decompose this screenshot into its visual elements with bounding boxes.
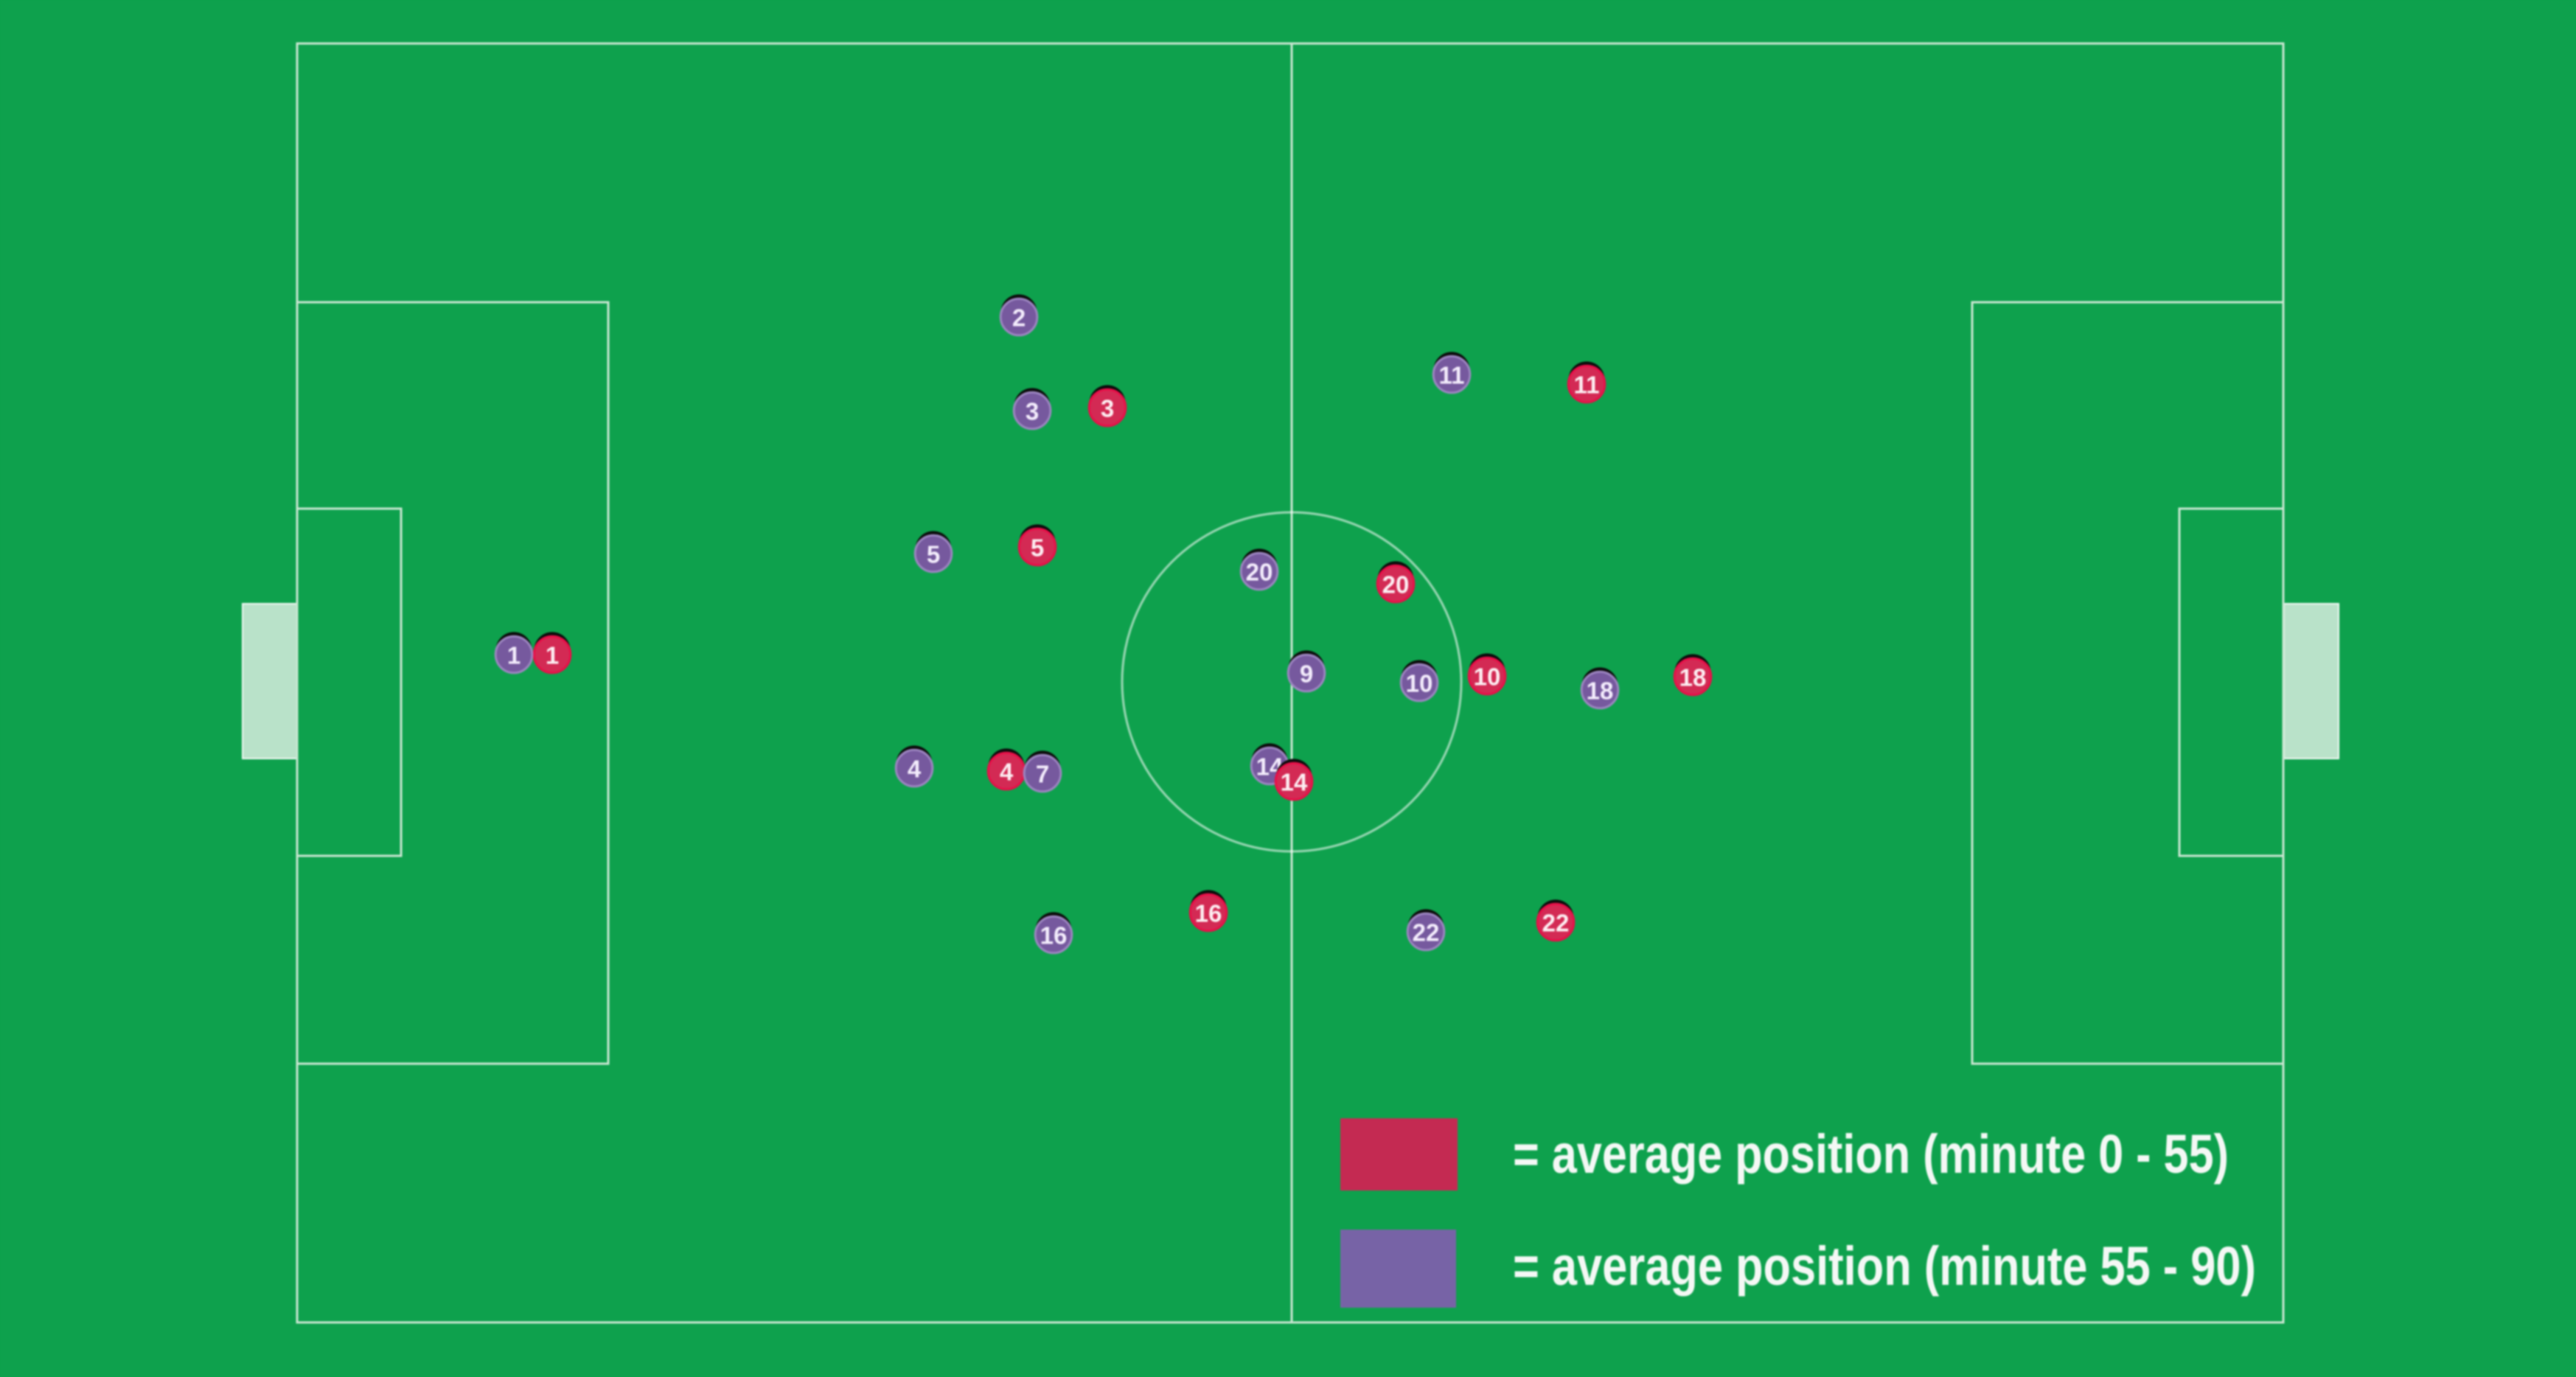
svg-text:22: 22 — [1542, 910, 1570, 937]
svg-text:22: 22 — [1413, 919, 1440, 947]
svg-text:16: 16 — [1195, 900, 1222, 927]
svg-text:10: 10 — [1406, 670, 1433, 697]
svg-text:7: 7 — [1036, 761, 1049, 788]
svg-text:= average position (minute 55: = average position (minute 55 - 90) — [1513, 1235, 2256, 1297]
svg-text:10: 10 — [1474, 663, 1501, 691]
svg-text:3: 3 — [1026, 398, 1039, 425]
svg-text:1: 1 — [546, 642, 559, 669]
svg-text:11: 11 — [1439, 362, 1465, 389]
svg-text:5: 5 — [927, 541, 940, 568]
svg-text:16: 16 — [1040, 922, 1068, 949]
svg-text:5: 5 — [1031, 534, 1044, 562]
svg-text:1: 1 — [507, 642, 521, 669]
svg-text:18: 18 — [1679, 664, 1707, 691]
svg-text:4: 4 — [1000, 759, 1014, 786]
svg-text:4: 4 — [908, 756, 922, 783]
svg-text:14: 14 — [1281, 769, 1308, 796]
svg-text:11: 11 — [1574, 372, 1600, 399]
svg-text:20: 20 — [1246, 559, 1273, 586]
svg-text:2: 2 — [1012, 304, 1026, 332]
svg-text:9: 9 — [1300, 660, 1313, 688]
svg-text:3: 3 — [1101, 395, 1114, 422]
svg-text:20: 20 — [1382, 571, 1410, 599]
svg-text:= average position (minute 0 -: = average position (minute 0 - 55) — [1513, 1123, 2229, 1185]
svg-text:18: 18 — [1587, 677, 1614, 705]
